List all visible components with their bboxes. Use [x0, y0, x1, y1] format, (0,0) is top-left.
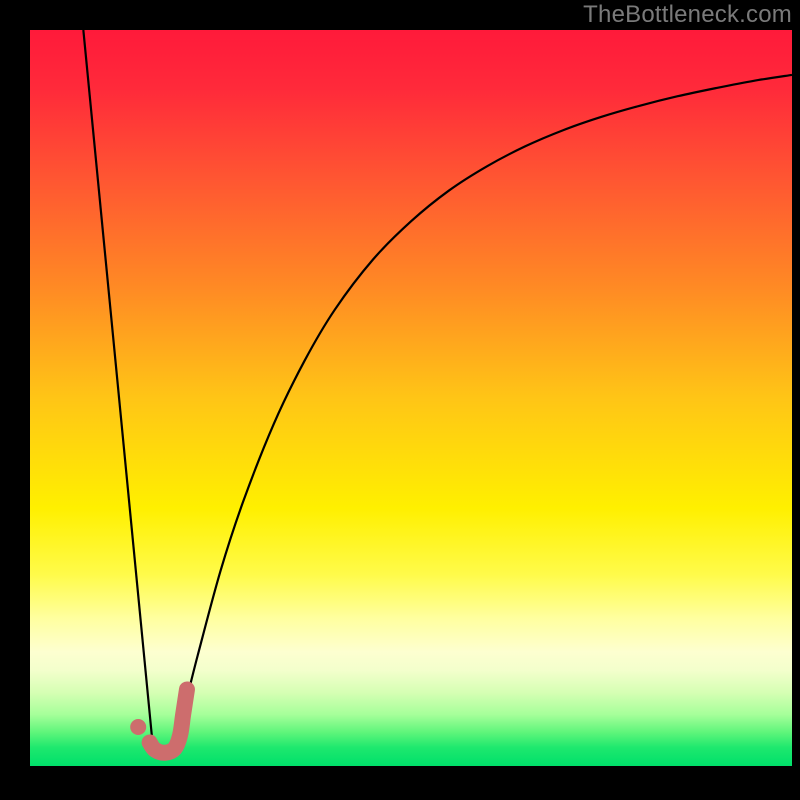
watermark-text: TheBottleneck.com	[583, 0, 792, 30]
bottleneck-chart	[30, 30, 792, 766]
plot-frame	[30, 30, 792, 766]
optimal-point-marker	[130, 719, 146, 735]
chart-stage: TheBottleneck.com	[0, 0, 800, 800]
